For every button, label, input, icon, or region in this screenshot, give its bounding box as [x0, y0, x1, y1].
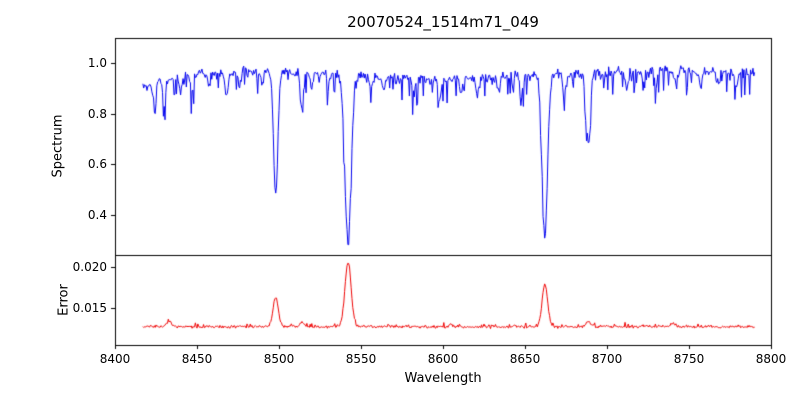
x-tick-label: 8550: [345, 352, 377, 366]
y-axis-label-spectrum: Spectrum: [50, 114, 66, 178]
y-axis-label-error: Error: [56, 284, 72, 316]
x-tick-label: 8600: [427, 352, 459, 366]
x-tick-label: 8650: [509, 352, 541, 366]
chart-title: 20070524_1514m71_049: [347, 13, 539, 31]
y-tick-label-spectrum: 0.4: [87, 207, 107, 222]
y-tick-label-error: 0.015: [72, 301, 107, 316]
y-tick-label-spectrum: 0.6: [87, 157, 107, 172]
x-tick-label: 8450: [181, 352, 213, 366]
y-tick-label-spectrum: 1.0: [87, 56, 107, 71]
x-tick-label: 8400: [99, 352, 131, 366]
x-tick-label: 8800: [755, 352, 787, 366]
y-tick-label-spectrum: 0.8: [87, 106, 107, 121]
x-tick-label: 8700: [591, 352, 623, 366]
x-tick-label: 8750: [673, 352, 705, 366]
y-tick-label-error: 0.020: [72, 260, 107, 275]
x-tick-label: 8500: [263, 352, 295, 366]
x-axis-label: Wavelength: [404, 371, 482, 386]
